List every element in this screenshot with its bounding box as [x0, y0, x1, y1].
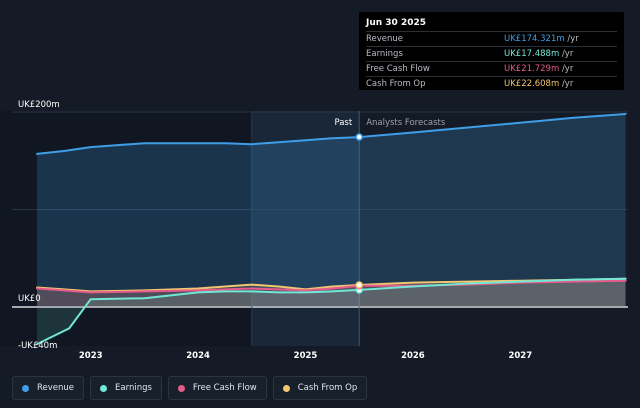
y-tick-label: -UK£40m — [18, 341, 57, 351]
legend-label: Cash From Op — [297, 383, 358, 393]
legend-label: Earnings — [115, 383, 152, 393]
gridlines — [12, 111, 628, 346]
tooltip-value-earnings: UK£17.488m /yr — [504, 49, 574, 59]
tooltip-row-fcf: Free Cash Flow UK£21.729m /yr — [366, 61, 617, 76]
legend-label: Free Cash Flow — [192, 383, 257, 393]
tooltip: Jun 30 2025 Revenue UK£174.321m /yr Earn… — [359, 12, 624, 90]
tooltip-label: Cash From Op — [366, 79, 426, 89]
forecast-label: Analysts Forecasts — [366, 118, 446, 128]
tooltip-label: Earnings — [366, 49, 403, 59]
cash-from-op-dot-icon — [282, 384, 290, 392]
x-tick-label: 2024 — [186, 351, 210, 361]
series-lines — [36, 113, 627, 346]
tooltip-label: Revenue — [366, 34, 404, 44]
y-tick-label: UK£0 — [18, 294, 41, 304]
tooltip-value-cfo: UK£22.608m /yr — [504, 79, 574, 89]
legend-item-free-cash-flow[interactable]: Free Cash Flow — [167, 376, 267, 400]
earnings-dot-icon — [100, 384, 108, 392]
tooltip-label: Free Cash Flow — [366, 64, 430, 74]
series-area-earnings — [37, 278, 626, 345]
legend-item-earnings[interactable]: Earnings — [90, 376, 162, 400]
series-area-free-cash-flow — [37, 280, 626, 307]
tooltip-value-revenue: UK£174.321m /yr — [504, 34, 579, 44]
series-areas — [37, 114, 626, 345]
tooltip-row-cfo: Cash From Op UK£22.608m /yr — [366, 76, 617, 91]
tooltip-value-fcf: UK£21.729m /yr — [504, 64, 574, 74]
revenue-dot-icon — [22, 384, 29, 392]
x-tick-label: 2023 — [79, 351, 103, 361]
free-cash-flow-dot-icon — [177, 384, 185, 392]
x-tick-label: 2026 — [401, 351, 425, 361]
y-tick-label: UK£200m — [18, 100, 60, 110]
x-tick-label: 2025 — [294, 351, 318, 361]
tooltip-row-revenue: Revenue UK£174.321m /yr — [366, 31, 617, 46]
series-area-cash-from-op — [37, 278, 626, 307]
axis-labels: UK£200m UK£0 -UK£40m 2023 2024 2025 2026 2027 Pa… — [18, 100, 532, 361]
legend-item-cash-from-op[interactable]: Cash From Op — [272, 376, 368, 400]
tooltip-row-earnings: Earnings UK£17.488m /yr — [366, 46, 617, 61]
tooltip-date: Jun 30 2025 — [366, 18, 427, 28]
markers — [355, 133, 363, 294]
series-line-revenue — [36, 113, 627, 155]
data-point-marker — [355, 281, 363, 289]
series-line-earnings — [36, 277, 627, 346]
x-tick-label: 2027 — [508, 351, 532, 361]
legend-item-revenue[interactable]: Revenue — [12, 376, 85, 400]
series-area-revenue — [37, 114, 626, 307]
legend-label: Revenue — [37, 383, 75, 393]
data-point-marker — [355, 133, 363, 141]
legend: Revenue Earnings Free Cash Flow Cash Fro… — [12, 376, 368, 400]
past-label: Past — [334, 118, 352, 128]
